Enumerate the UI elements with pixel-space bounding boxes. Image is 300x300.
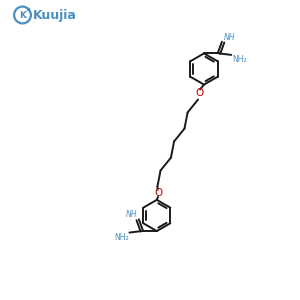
Text: K: K xyxy=(19,11,26,20)
Text: Kuujia: Kuujia xyxy=(33,8,77,22)
Text: NH₂: NH₂ xyxy=(232,55,247,64)
Text: NH: NH xyxy=(224,33,235,42)
Text: NH: NH xyxy=(126,211,137,220)
Text: NH₂: NH₂ xyxy=(114,233,129,242)
Text: O: O xyxy=(154,188,162,198)
Text: O: O xyxy=(195,88,203,98)
